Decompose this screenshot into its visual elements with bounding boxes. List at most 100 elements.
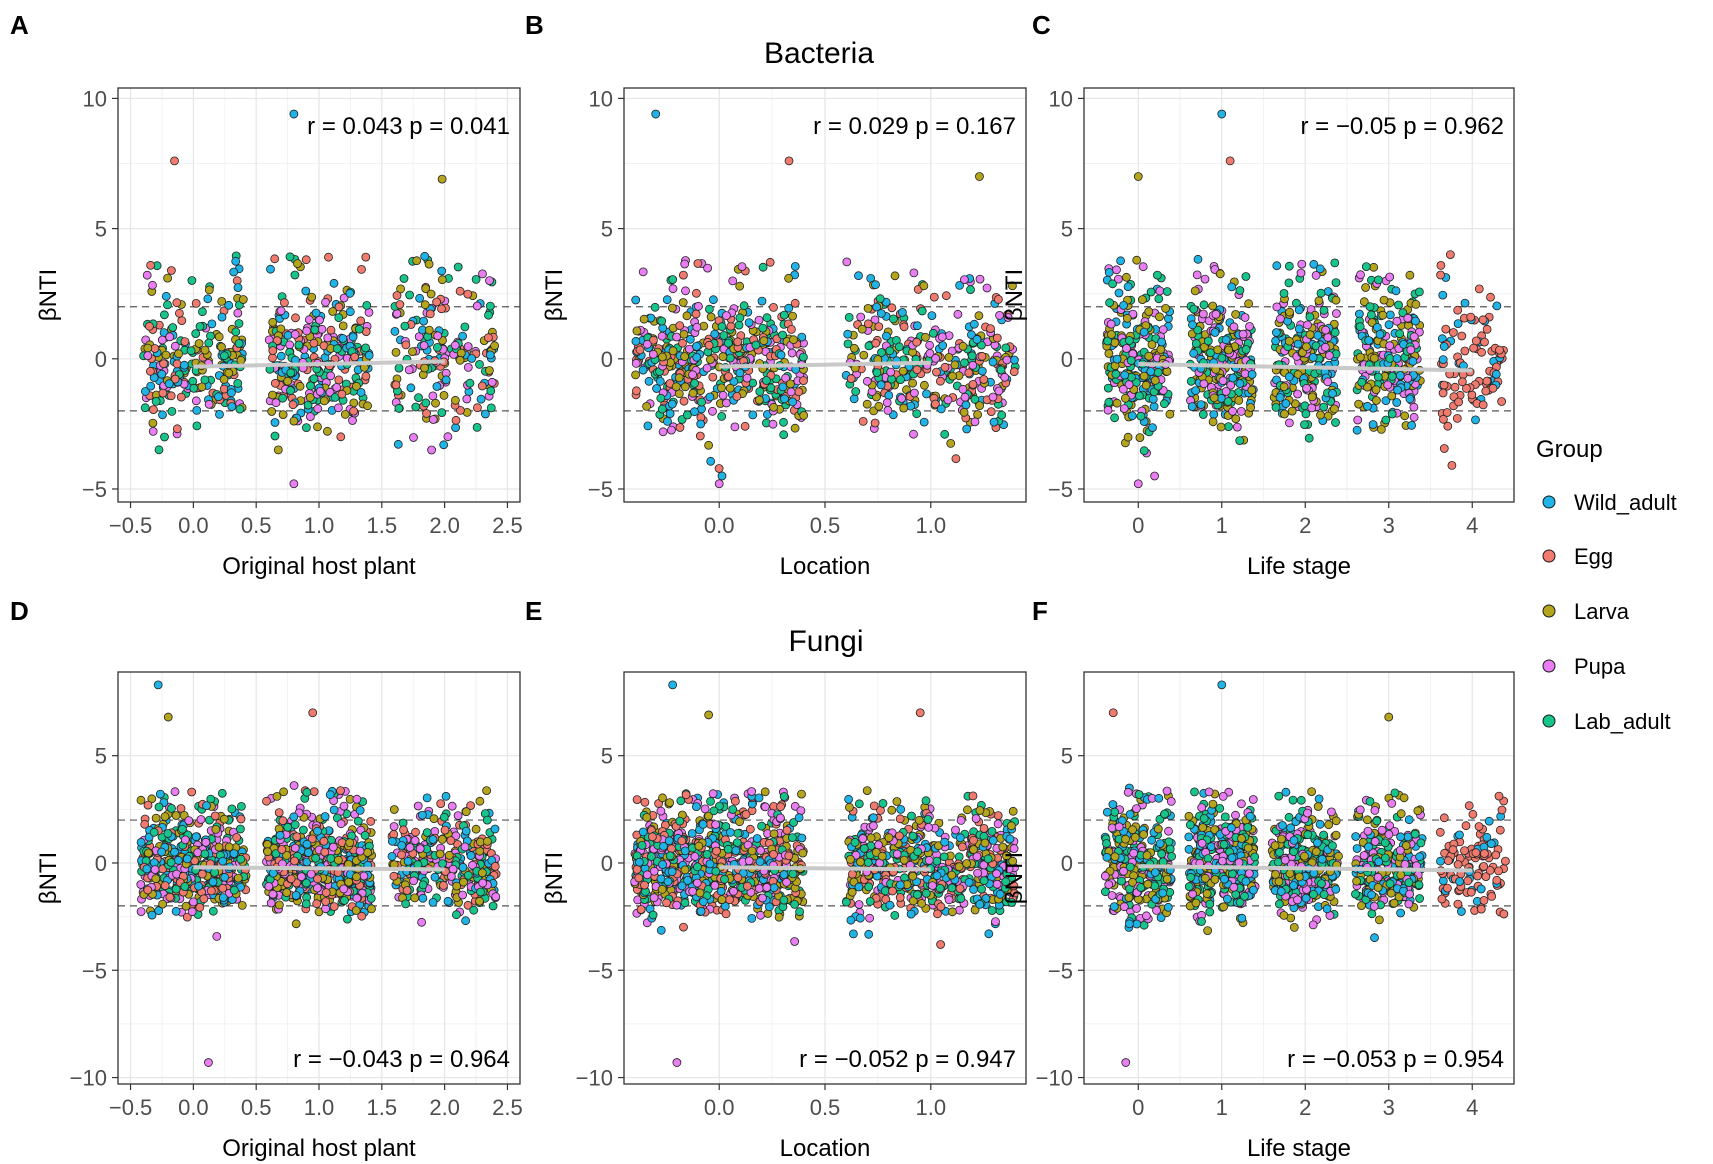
point-lab-adult — [149, 827, 159, 837]
point-outlier — [308, 708, 318, 718]
point-pupa — [332, 382, 342, 392]
point-pupa — [417, 917, 427, 927]
point-pupa — [722, 398, 731, 408]
point-larva — [799, 410, 809, 420]
point-egg — [288, 400, 298, 410]
point-pupa — [170, 341, 180, 351]
point-lab-adult — [354, 324, 364, 334]
y-tick-label: 5 — [95, 217, 107, 242]
point-wild-adult — [233, 283, 243, 293]
point-larva — [344, 877, 354, 887]
point-wild-adult — [1392, 354, 1402, 363]
point-larva — [490, 341, 500, 351]
point-lab-adult — [219, 351, 229, 361]
point-egg — [195, 903, 205, 912]
point-pupa — [842, 257, 852, 267]
point-egg — [977, 351, 987, 361]
point-lab-adult — [186, 346, 196, 356]
point-egg — [1439, 414, 1448, 424]
point-lab-adult — [680, 898, 690, 908]
point-lab-adult — [1331, 418, 1340, 427]
point-pupa — [306, 869, 316, 879]
point-lab-adult — [294, 340, 304, 350]
point-wild-adult — [1385, 310, 1395, 320]
point-pupa — [747, 787, 756, 796]
point-egg — [968, 379, 978, 389]
point-egg — [321, 888, 331, 897]
point-wild-adult — [656, 925, 666, 935]
point-outlier — [153, 680, 163, 690]
point-pupa — [960, 392, 970, 402]
point-pupa — [1272, 302, 1282, 312]
point-wild-adult — [220, 872, 230, 882]
x-tick-label: 1.5 — [367, 1095, 398, 1120]
point-egg — [1441, 324, 1451, 334]
point-egg — [979, 375, 989, 384]
point-egg — [635, 345, 645, 355]
point-wild-adult — [988, 357, 998, 367]
point-egg — [640, 880, 649, 890]
point-pupa — [995, 310, 1004, 320]
point-pupa — [450, 340, 460, 350]
point-outlier — [437, 174, 447, 184]
point-lab-adult — [1367, 310, 1376, 320]
point-lab-adult — [342, 914, 352, 924]
point-pupa — [491, 892, 501, 902]
point-pupa — [290, 329, 300, 339]
point-lab-adult — [332, 344, 342, 354]
point-larva — [396, 284, 406, 294]
point-pupa — [1112, 265, 1121, 275]
point-pupa — [472, 301, 482, 311]
point-pupa — [862, 376, 872, 386]
point-larva — [1377, 424, 1386, 434]
point-wild-adult — [1149, 402, 1159, 412]
point-lab-adult — [311, 853, 321, 863]
point-larva — [1369, 262, 1379, 272]
point-wild-adult — [663, 877, 673, 887]
point-wild-adult — [441, 375, 451, 385]
point-larva — [471, 824, 481, 834]
point-larva — [1121, 393, 1130, 403]
point-lab-adult — [739, 301, 749, 311]
point-wild-adult — [797, 332, 807, 342]
point-lab-adult — [208, 906, 218, 916]
point-pupa — [1003, 313, 1013, 322]
point-egg — [721, 909, 731, 919]
point-wild-adult — [784, 303, 794, 313]
point-wild-adult — [716, 886, 726, 896]
point-pupa — [1198, 309, 1208, 319]
point-egg — [1497, 397, 1506, 406]
point-egg — [337, 389, 347, 399]
point-egg — [392, 291, 402, 300]
point-lab-adult — [1126, 356, 1136, 365]
y-tick-label: 10 — [83, 86, 107, 111]
point-wild-adult — [667, 867, 677, 877]
point-egg — [401, 340, 411, 350]
point-lab-adult — [1415, 287, 1424, 297]
point-wild-adult — [420, 251, 430, 261]
point-pupa — [326, 371, 336, 381]
point-wild-adult — [387, 852, 397, 861]
point-wild-adult — [876, 380, 886, 390]
point-egg — [912, 365, 922, 375]
x-tick-label: 1 — [1216, 513, 1228, 538]
point-lab-adult — [762, 376, 771, 385]
point-wild-adult — [466, 851, 476, 860]
point-pupa — [1002, 355, 1012, 365]
point-egg — [391, 380, 401, 390]
point-larva — [706, 355, 715, 365]
point-egg — [799, 376, 808, 386]
point-pupa — [1325, 351, 1334, 360]
point-pupa — [312, 883, 322, 893]
panel-letter-c: C — [1032, 10, 1051, 40]
point-lab-adult — [286, 386, 295, 395]
point-larva — [431, 398, 440, 408]
point-lab-adult — [675, 816, 685, 826]
point-egg — [648, 832, 657, 842]
y-tick-label: 5 — [1061, 217, 1073, 242]
point-egg — [731, 796, 740, 806]
point-larva — [278, 410, 288, 420]
point-pupa — [1240, 313, 1250, 322]
point-larva — [1411, 299, 1421, 309]
point-egg — [411, 827, 420, 837]
